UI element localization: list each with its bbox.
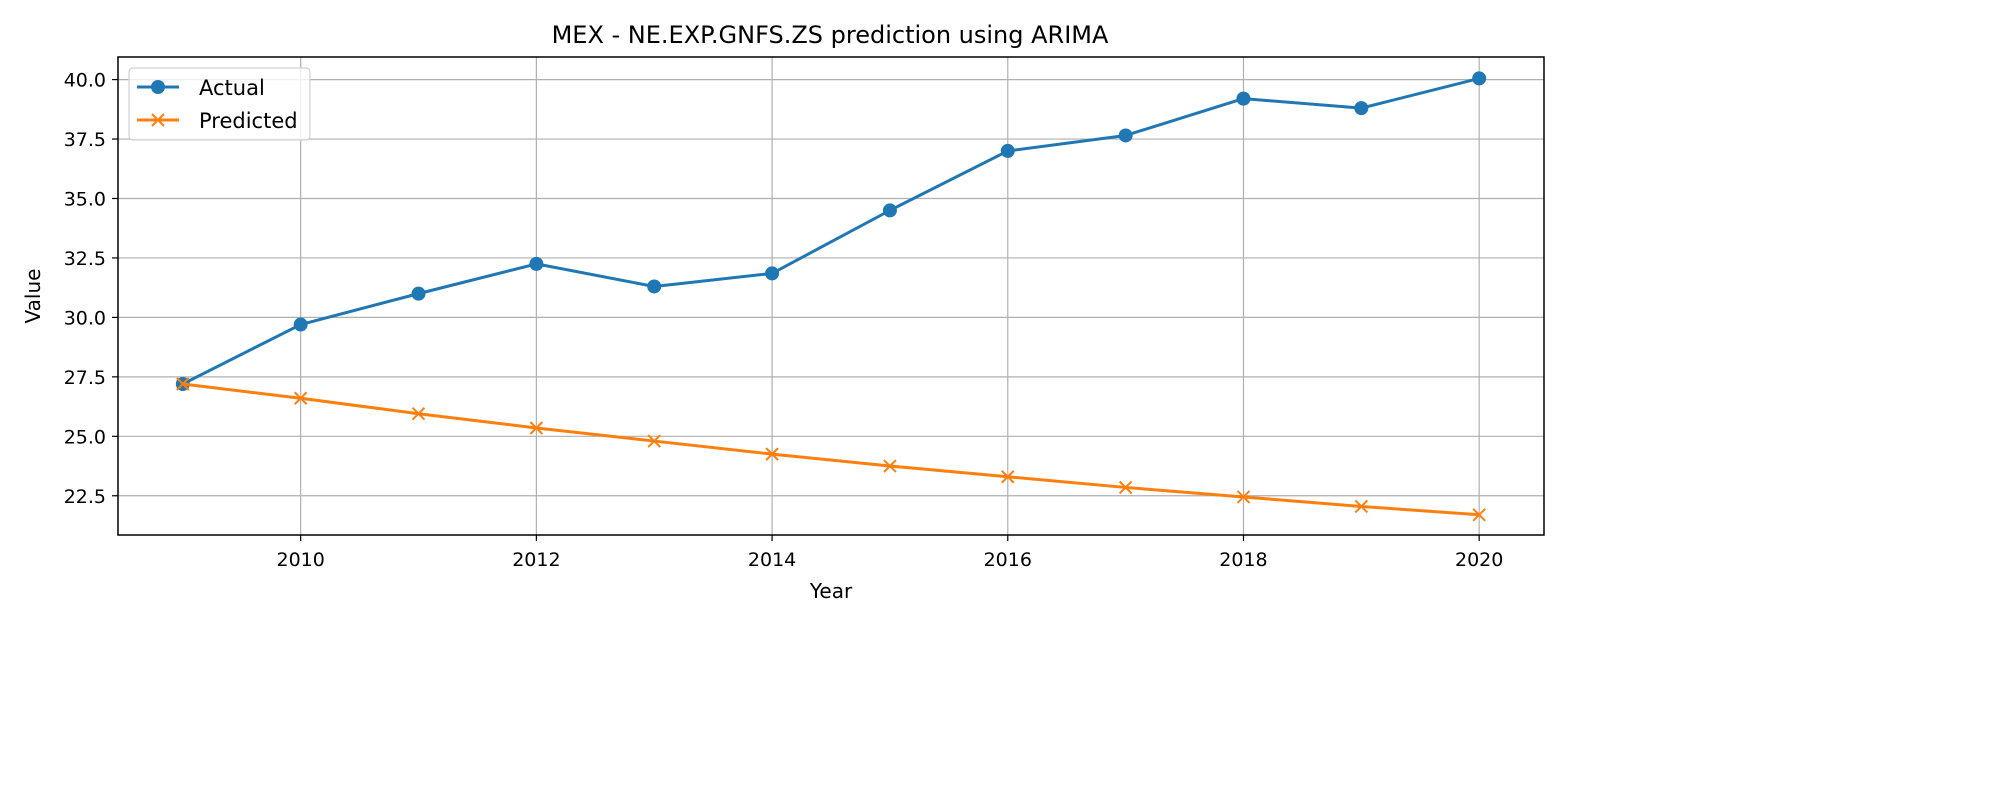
x-tick-label: 2018 [1219, 549, 1267, 571]
y-tick-label: 35.0 [64, 188, 106, 210]
actual-data-point [1236, 91, 1251, 106]
x-tick-label: 2010 [276, 549, 324, 571]
predicted-data-point [293, 391, 308, 405]
actual-data-point [529, 256, 544, 271]
legend-actual-label: Actual [199, 76, 265, 100]
predicted-series-line [182, 382, 1480, 517]
y-tick-label: 30.0 [64, 307, 106, 329]
plot-frame [117, 56, 1545, 536]
predicted-data-point [1001, 470, 1015, 484]
chart-title: MEX - NE.EXP.GNFS.ZS prediction using AR… [552, 21, 1109, 49]
predicted-data-point [1236, 490, 1251, 504]
predicted-data-point [1118, 480, 1133, 495]
x-tick-label: 2020 [1455, 549, 1503, 571]
predicted-data-point [765, 447, 779, 461]
series-group [175, 71, 1487, 522]
predicted-data-point [529, 421, 544, 435]
predicted-data-point [883, 459, 897, 473]
predicted-data-point [1472, 508, 1486, 522]
x-tick-label: 2014 [748, 549, 796, 571]
x-axis-label: Year [809, 579, 853, 603]
predicted-data-point [176, 377, 190, 391]
ticks: 2010 2012 2014 2016 2018 2020 22.5 25.0 27.5 30.0… [64, 70, 1504, 571]
predicted-data-point [1354, 499, 1369, 514]
y-axis-label: Value [21, 269, 45, 324]
actual-data-point [1354, 101, 1369, 116]
actual-data-point [765, 266, 780, 281]
y-tick-label: 32.5 [64, 248, 106, 270]
y-tick-label: 22.5 [64, 486, 106, 508]
x-tick-label: 2012 [512, 549, 560, 571]
grid [118, 57, 1544, 535]
actual-data-point [647, 279, 662, 294]
y-tick-label: 25.0 [64, 426, 106, 448]
actual-data-point [1000, 143, 1015, 158]
actual-series-line [182, 76, 1480, 386]
predicted-data-point [647, 434, 661, 448]
actual-data-point [1118, 128, 1133, 143]
predicted-data-point [411, 407, 426, 421]
legend-predicted-label: Predicted [199, 109, 298, 133]
legend-actual-marker [151, 80, 165, 94]
x-tick-label: 2016 [984, 549, 1032, 571]
actual-data-point [882, 203, 897, 218]
actual-data-point [1472, 71, 1487, 86]
actual-data-point [293, 317, 308, 332]
legend-predicted-marker [151, 113, 165, 127]
legend: Actual Predicted [128, 67, 311, 141]
line-chart: MEX - NE.EXP.GNFS.ZS prediction using AR… [21, 21, 1545, 603]
chart: MEX - NE.EXP.GNFS.ZS prediction using AR… [21, 21, 1545, 603]
y-tick-label: 27.5 [64, 367, 106, 389]
y-tick-label: 40.0 [64, 70, 106, 92]
actual-data-point [411, 286, 426, 301]
y-tick-label: 37.5 [64, 129, 106, 151]
